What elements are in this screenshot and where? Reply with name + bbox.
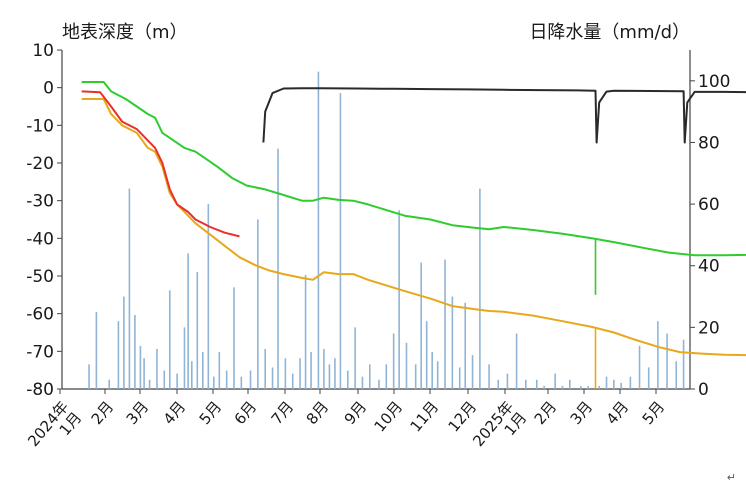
tick-label: -80 [26, 380, 54, 400]
left-axis: 10 0 -10 -20 -30 -40 -50 -60 -70 -80 [26, 41, 62, 400]
paragraph-mark: ↵ [726, 471, 736, 484]
x-tick-label: 6月 [231, 398, 261, 428]
tick-label: 5月 [196, 398, 226, 428]
x-tick-label: 8月 [303, 398, 333, 428]
tick-label: 7月 [268, 398, 298, 428]
tick-label: 4月 [160, 398, 190, 428]
tick-label: 8月 [303, 398, 333, 428]
tick-label: 2月 [88, 398, 118, 428]
tick-label: 6月 [231, 398, 261, 428]
tick-label: -10 [26, 116, 54, 136]
tick-label: 10 [32, 41, 54, 61]
series-line [81, 98, 746, 357]
tick-label: 0 [43, 79, 54, 99]
tick-label: 40 [698, 257, 720, 277]
tick-label: 100 [698, 72, 730, 92]
x-tick-label: 7月 [268, 398, 298, 428]
tick-label: 3月 [123, 398, 153, 428]
x-tick-label: 5月 [196, 398, 226, 428]
tick-label: 10月 [371, 398, 407, 436]
tick-label: -50 [26, 267, 54, 287]
x-tick-label: 11月 [407, 398, 443, 436]
series-lines [81, 81, 746, 389]
x-tick-label: 9月 [341, 398, 371, 428]
rain-bars [88, 71, 685, 389]
tick-label: -60 [26, 305, 54, 325]
x-tick-label: 2月 [88, 398, 118, 428]
tick-label: 80 [698, 133, 720, 153]
plot-frame [61, 50, 691, 390]
tick-label: 5月 [639, 398, 669, 428]
x-tick-label: 2月 [531, 398, 561, 428]
x-tick-label: 10月 [371, 398, 407, 436]
tick-label: 0 [698, 380, 709, 400]
right-axis-title: 日降水量（mm/d） [529, 22, 690, 43]
tick-label: 4月 [603, 398, 633, 428]
tick-label: 9月 [341, 398, 371, 428]
tick-label: -70 [26, 342, 54, 362]
right-axis: 100 80 60 40 20 0 [690, 72, 730, 400]
x-tick-label: 3月 [567, 398, 597, 428]
tick-label: -40 [26, 229, 54, 249]
tick-label: 2月 [531, 398, 561, 428]
left-axis-title: 地表深度（m） [62, 22, 188, 43]
series-line [81, 90, 240, 238]
tick-label: 11月 [407, 398, 443, 436]
x-tick-label: 5月 [639, 398, 669, 428]
x-tick-label: 3月 [123, 398, 153, 428]
x-tick-label: 4月 [160, 398, 190, 428]
tick-label: -30 [26, 192, 54, 212]
x-tick-label: 12月 [445, 398, 481, 436]
x-tick-label: 4月 [603, 398, 633, 428]
series-line [81, 81, 746, 257]
series-line [262, 87, 746, 144]
tick-label: 12月 [445, 398, 481, 436]
tick-label: 3月 [567, 398, 597, 428]
tick-label: 60 [698, 195, 720, 215]
tick-label: 20 [698, 318, 720, 338]
tick-label: -20 [26, 154, 54, 174]
